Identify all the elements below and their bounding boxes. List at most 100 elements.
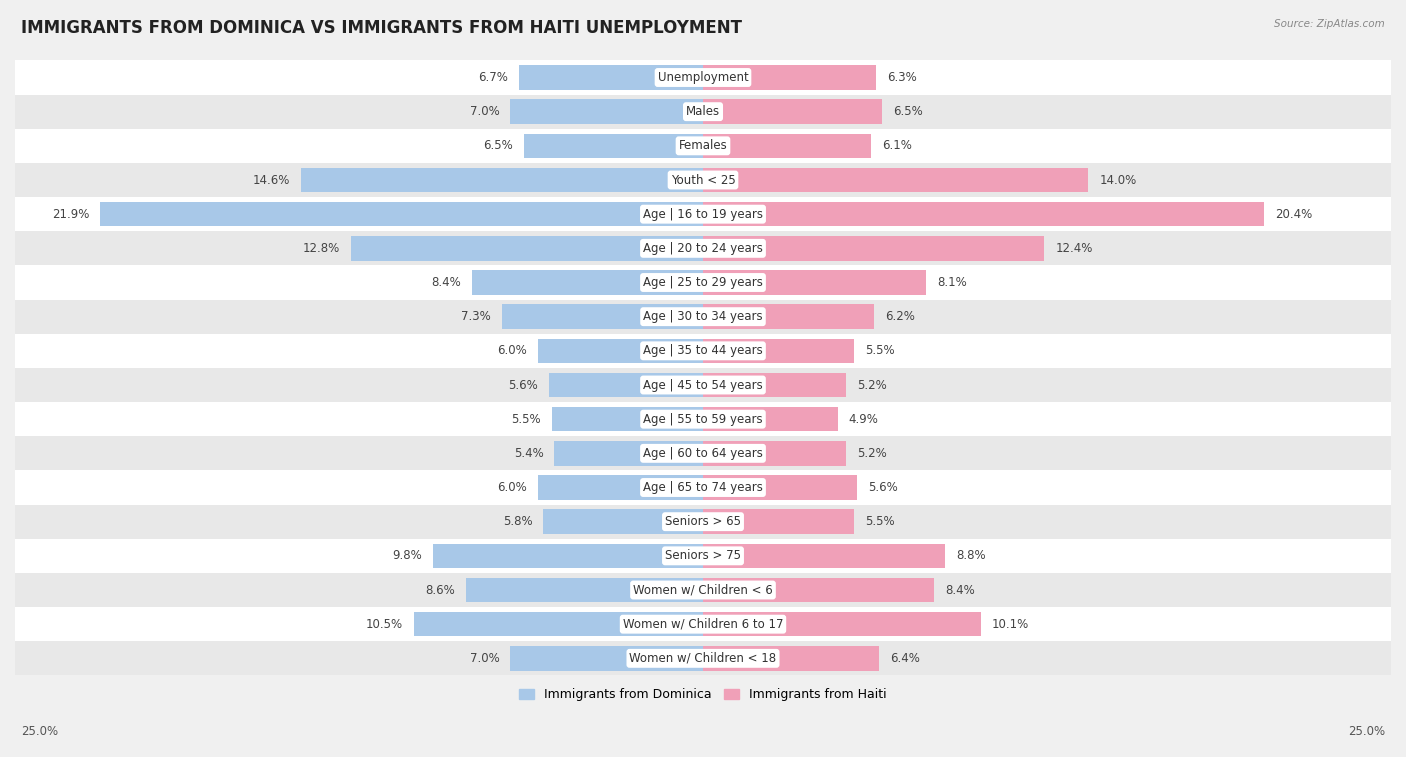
- Bar: [100, 202, 703, 226]
- Bar: [551, 407, 703, 431]
- Bar: [15, 573, 1391, 607]
- Text: Women w/ Children < 6: Women w/ Children < 6: [633, 584, 773, 597]
- Text: 8.8%: 8.8%: [956, 550, 986, 562]
- Bar: [15, 607, 1391, 641]
- Text: 5.5%: 5.5%: [865, 344, 896, 357]
- Text: 7.3%: 7.3%: [461, 310, 491, 323]
- Text: Age | 45 to 54 years: Age | 45 to 54 years: [643, 378, 763, 391]
- Text: Source: ZipAtlas.com: Source: ZipAtlas.com: [1274, 19, 1385, 29]
- Bar: [15, 95, 1391, 129]
- Text: 7.0%: 7.0%: [470, 652, 499, 665]
- Text: Age | 35 to 44 years: Age | 35 to 44 years: [643, 344, 763, 357]
- Text: 5.8%: 5.8%: [503, 516, 533, 528]
- Text: 21.9%: 21.9%: [52, 207, 90, 221]
- Bar: [502, 304, 703, 329]
- Bar: [703, 99, 882, 124]
- Text: 6.7%: 6.7%: [478, 71, 508, 84]
- Text: 5.6%: 5.6%: [508, 378, 538, 391]
- Bar: [15, 197, 1391, 231]
- Text: 14.0%: 14.0%: [1099, 173, 1136, 186]
- Text: Age | 20 to 24 years: Age | 20 to 24 years: [643, 241, 763, 255]
- Text: 5.5%: 5.5%: [865, 516, 896, 528]
- Text: 5.2%: 5.2%: [858, 447, 887, 459]
- Bar: [703, 407, 838, 431]
- Text: 25.0%: 25.0%: [1348, 725, 1385, 738]
- Bar: [15, 129, 1391, 163]
- Text: Seniors > 75: Seniors > 75: [665, 550, 741, 562]
- Bar: [524, 133, 703, 158]
- Text: 8.4%: 8.4%: [945, 584, 974, 597]
- Bar: [703, 578, 934, 603]
- Text: 6.5%: 6.5%: [484, 139, 513, 152]
- Bar: [15, 163, 1391, 197]
- Bar: [15, 266, 1391, 300]
- Text: 20.4%: 20.4%: [1275, 207, 1313, 221]
- Bar: [703, 509, 855, 534]
- Bar: [15, 539, 1391, 573]
- Text: 10.1%: 10.1%: [993, 618, 1029, 631]
- Text: 10.5%: 10.5%: [366, 618, 404, 631]
- Text: 8.1%: 8.1%: [936, 276, 967, 289]
- Text: IMMIGRANTS FROM DOMINICA VS IMMIGRANTS FROM HAITI UNEMPLOYMENT: IMMIGRANTS FROM DOMINICA VS IMMIGRANTS F…: [21, 19, 742, 37]
- Bar: [15, 334, 1391, 368]
- Bar: [413, 612, 703, 637]
- Text: Youth < 25: Youth < 25: [671, 173, 735, 186]
- Text: 12.8%: 12.8%: [302, 241, 340, 255]
- Text: 8.6%: 8.6%: [426, 584, 456, 597]
- Bar: [703, 65, 876, 90]
- Text: 6.4%: 6.4%: [890, 652, 920, 665]
- Text: 9.8%: 9.8%: [392, 550, 422, 562]
- Bar: [703, 441, 846, 466]
- Text: 5.4%: 5.4%: [513, 447, 543, 459]
- Bar: [510, 99, 703, 124]
- Text: Age | 65 to 74 years: Age | 65 to 74 years: [643, 481, 763, 494]
- Bar: [703, 475, 858, 500]
- Bar: [703, 612, 981, 637]
- Text: 12.4%: 12.4%: [1056, 241, 1092, 255]
- Bar: [703, 168, 1088, 192]
- Bar: [703, 133, 870, 158]
- Text: Age | 25 to 29 years: Age | 25 to 29 years: [643, 276, 763, 289]
- Text: Age | 55 to 59 years: Age | 55 to 59 years: [643, 413, 763, 425]
- Text: 6.2%: 6.2%: [884, 310, 914, 323]
- Text: 5.6%: 5.6%: [868, 481, 898, 494]
- Bar: [301, 168, 703, 192]
- Bar: [15, 61, 1391, 95]
- Text: Males: Males: [686, 105, 720, 118]
- Text: 6.5%: 6.5%: [893, 105, 922, 118]
- Bar: [703, 202, 1264, 226]
- Text: Women w/ Children < 18: Women w/ Children < 18: [630, 652, 776, 665]
- Text: Seniors > 65: Seniors > 65: [665, 516, 741, 528]
- Text: Age | 60 to 64 years: Age | 60 to 64 years: [643, 447, 763, 459]
- Bar: [15, 368, 1391, 402]
- Bar: [467, 578, 703, 603]
- Text: Unemployment: Unemployment: [658, 71, 748, 84]
- Text: 6.3%: 6.3%: [887, 71, 917, 84]
- Bar: [15, 470, 1391, 505]
- Bar: [15, 231, 1391, 266]
- Text: 14.6%: 14.6%: [253, 173, 290, 186]
- Bar: [543, 509, 703, 534]
- Bar: [703, 372, 846, 397]
- Bar: [703, 338, 855, 363]
- Bar: [15, 436, 1391, 470]
- Text: Females: Females: [679, 139, 727, 152]
- Legend: Immigrants from Dominica, Immigrants from Haiti: Immigrants from Dominica, Immigrants fro…: [515, 683, 891, 706]
- Text: Age | 16 to 19 years: Age | 16 to 19 years: [643, 207, 763, 221]
- Bar: [703, 544, 945, 569]
- Bar: [548, 372, 703, 397]
- Text: 5.2%: 5.2%: [858, 378, 887, 391]
- Text: 6.1%: 6.1%: [882, 139, 911, 152]
- Bar: [350, 236, 703, 260]
- Text: 6.0%: 6.0%: [498, 481, 527, 494]
- Bar: [15, 641, 1391, 675]
- Text: 8.4%: 8.4%: [432, 276, 461, 289]
- Bar: [703, 270, 927, 294]
- Text: Women w/ Children 6 to 17: Women w/ Children 6 to 17: [623, 618, 783, 631]
- Text: 4.9%: 4.9%: [849, 413, 879, 425]
- Bar: [433, 544, 703, 569]
- Bar: [15, 300, 1391, 334]
- Bar: [472, 270, 703, 294]
- Text: 7.0%: 7.0%: [470, 105, 499, 118]
- Bar: [703, 646, 879, 671]
